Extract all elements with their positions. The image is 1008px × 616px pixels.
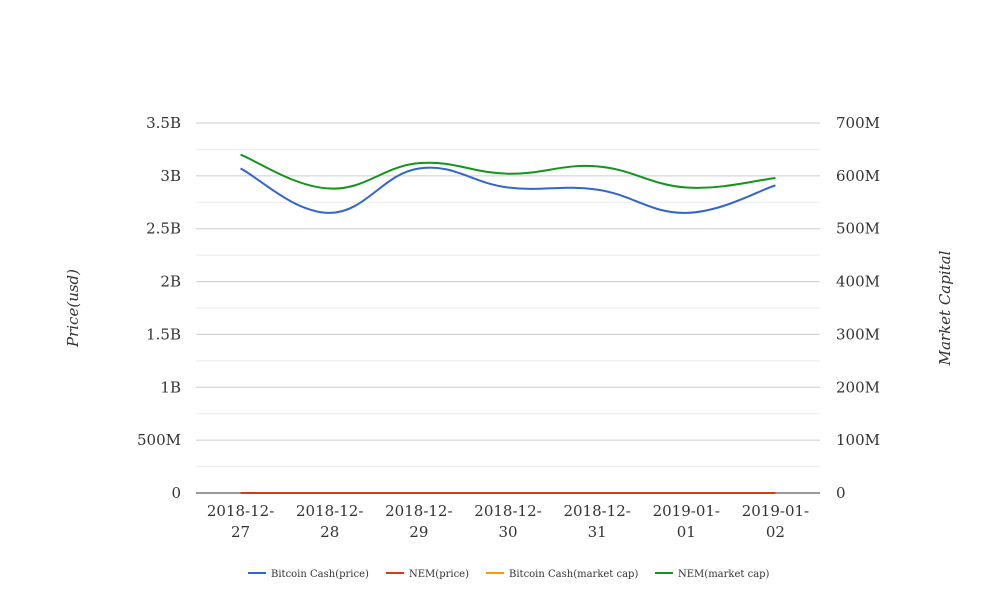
legend-item: Bitcoin Cash(market cap) [486, 569, 638, 580]
x-tick-label: 2018-12-28 [296, 502, 363, 541]
right-tick-label: 400M [836, 273, 880, 291]
series-lines [240, 153, 776, 495]
x-tick-label: 2019-01-02 [742, 502, 809, 541]
x-tick-label: 2018-12-27 [207, 502, 274, 541]
left-tick-label: 3.5B [146, 114, 181, 132]
left-tick-label: 1B [160, 378, 181, 396]
left-tick-label: 1.5B [146, 325, 181, 343]
left-tick-label: 3B [160, 167, 181, 185]
right-tick-label: 700M [836, 114, 880, 132]
series-line-nem-market-cap [240, 153, 776, 190]
x-tick-label: 2019-01-01 [653, 502, 720, 541]
right-tick-label: 200M [836, 378, 880, 396]
x-tick-label: 2018-12-29 [385, 502, 452, 541]
legend-item: NEM(price) [386, 569, 469, 580]
legend-label: NEM(price) [409, 569, 469, 580]
right-axis-title: Market Capital [936, 250, 954, 366]
legend-item: Bitcoin Cash(price) [248, 569, 369, 580]
left-tick-label: 2.5B [146, 220, 181, 238]
x-tick-label: 2018-12-30 [474, 502, 541, 541]
left-tick-label: 0 [171, 484, 181, 502]
legend-label: Bitcoin Cash(market cap) [509, 569, 638, 580]
legend-item: NEM(market cap) [655, 569, 770, 580]
left-tick-label: 2B [160, 273, 181, 291]
right-axis-ticks: 0 100M 200M 300M 400M 500M 600M 700M [836, 114, 880, 502]
legend-label: Bitcoin Cash(price) [271, 569, 369, 580]
right-tick-label: 500M [836, 220, 880, 238]
legend-label: NEM(market cap) [678, 569, 770, 580]
x-axis-ticks: 2018-12-27 2018-12-28 2018-12-29 2018-12-30… [207, 502, 809, 541]
x-tick-label: 2018-12-31 [563, 502, 630, 541]
left-axis-title: Price(usd) [64, 269, 82, 348]
left-tick-label: 500M [137, 431, 181, 449]
gridlines [196, 122, 820, 494]
series-line-bitcoin-cash-price [240, 166, 776, 214]
right-tick-label: 0 [836, 484, 846, 502]
right-tick-label: 600M [836, 167, 880, 185]
right-tick-label: 100M [836, 431, 880, 449]
left-axis-ticks: 0 500M 1B 1.5B 2B 2.5B 3B 3.5B [137, 114, 181, 502]
legend: Bitcoin Cash(price) NEM(price) Bitcoin Cas… [248, 569, 770, 580]
right-tick-label: 300M [836, 325, 880, 343]
